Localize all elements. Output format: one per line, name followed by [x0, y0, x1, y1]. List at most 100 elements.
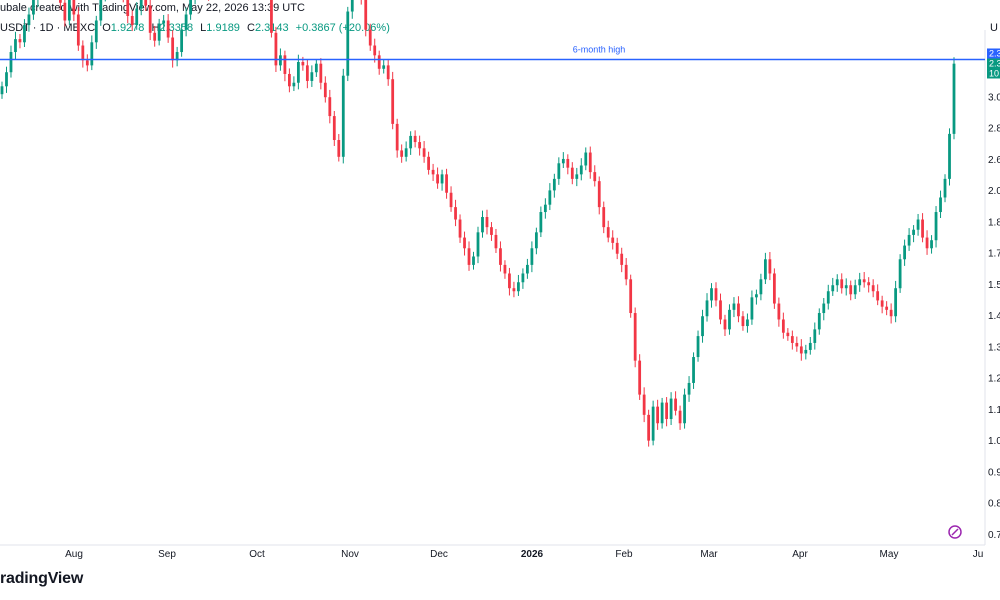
candle-body	[817, 313, 821, 330]
candle-body	[400, 150, 404, 157]
candle-body	[557, 163, 561, 179]
x-tick-label: Ju	[973, 549, 984, 560]
candle-body	[647, 414, 651, 441]
low-value: 1.9189	[206, 22, 240, 34]
candle-body	[449, 192, 453, 208]
candle-body	[274, 32, 278, 66]
candle-body	[328, 97, 332, 117]
x-tick-label: Oct	[249, 549, 265, 560]
candle-body	[503, 264, 507, 274]
candle-body	[279, 55, 282, 66]
candle-body	[696, 336, 700, 358]
candle-body	[633, 313, 637, 361]
candle-body	[579, 165, 583, 175]
y-tick-label: 1.0	[988, 436, 1000, 447]
candle-body	[76, 14, 80, 46]
tradingview-logo[interactable]: radingView	[0, 570, 84, 587]
candle-body	[310, 72, 314, 81]
candle-body	[130, 15, 134, 26]
candle-body	[822, 303, 826, 314]
candle-body	[885, 306, 889, 310]
candle-body	[916, 219, 920, 230]
candle-body	[517, 282, 520, 292]
candle-body	[292, 82, 296, 87]
candle-body	[337, 140, 341, 157]
candle-body	[368, 29, 372, 46]
candle-body	[341, 75, 345, 157]
price-badge	[987, 68, 1000, 79]
replay-icon[interactable]	[948, 525, 962, 539]
candle-body	[651, 406, 655, 441]
candle-body	[153, 32, 157, 41]
candle-body	[494, 234, 498, 249]
candle-body	[606, 227, 610, 238]
candle-body	[853, 285, 857, 295]
candle-body	[270, 0, 273, 33]
candle-body	[835, 279, 839, 286]
candle-body	[386, 65, 390, 80]
candle-body	[476, 232, 480, 257]
axis-currency-label[interactable]: U	[990, 22, 998, 34]
candle-body	[575, 174, 579, 179]
candle-body	[930, 240, 933, 249]
candle-body	[588, 152, 592, 173]
candle-body	[431, 169, 435, 175]
candle-body	[144, 0, 148, 6]
candle-body	[364, 0, 368, 30]
candle-body	[350, 0, 354, 12]
x-tick-label: Feb	[615, 549, 633, 560]
candle-body	[0, 86, 4, 95]
candle-body	[445, 174, 448, 193]
candle-body	[373, 45, 377, 56]
candle-body	[81, 45, 85, 61]
candle-body	[889, 309, 893, 317]
candle-body	[840, 279, 844, 289]
candle-body	[534, 232, 538, 249]
candle-body	[539, 212, 543, 233]
y-tick-label: 1.7	[988, 249, 1000, 260]
x-tick-label: Sep	[158, 549, 176, 560]
candle-body	[705, 300, 709, 317]
candle-body	[346, 11, 350, 76]
candle-body	[521, 273, 525, 283]
candle-body	[620, 253, 624, 265]
y-tick-label: 2.0	[988, 186, 1000, 197]
candle-body	[710, 288, 713, 301]
price-badge-label: 2.3	[989, 48, 1000, 58]
candle-body	[332, 116, 336, 140]
candle-body	[499, 248, 502, 265]
candle-body	[422, 148, 426, 157]
candle-body	[683, 394, 686, 424]
candle-body	[831, 285, 835, 292]
candle-body	[737, 303, 740, 317]
y-tick-label: 1.1	[988, 405, 1000, 416]
candle-body	[561, 158, 565, 164]
candle-body	[570, 167, 574, 179]
candle-body	[642, 394, 646, 415]
candle-body	[786, 332, 790, 337]
y-tick-label: 1.4	[988, 311, 1000, 322]
candle-body	[171, 37, 175, 61]
candle-body	[921, 219, 924, 238]
candle-body	[593, 172, 597, 182]
candle-body	[99, 0, 103, 21]
candle-body	[184, 14, 188, 30]
candle-body	[485, 217, 489, 228]
candle-body	[638, 360, 642, 395]
candle-body	[943, 178, 947, 198]
candle-body	[584, 152, 588, 166]
candle-body	[85, 60, 89, 66]
candle-body	[162, 20, 166, 24]
candle-body	[135, 8, 139, 26]
candle-body	[481, 217, 484, 233]
candle-body	[9, 52, 13, 73]
candle-body	[660, 402, 664, 424]
candle-body	[719, 300, 722, 320]
candle-body	[530, 248, 534, 265]
candle-body	[862, 279, 866, 283]
candle-body	[296, 61, 300, 83]
x-tick-label: Dec	[430, 549, 448, 560]
candle-body	[732, 303, 736, 310]
y-tick-label: 1.8	[988, 217, 1000, 228]
